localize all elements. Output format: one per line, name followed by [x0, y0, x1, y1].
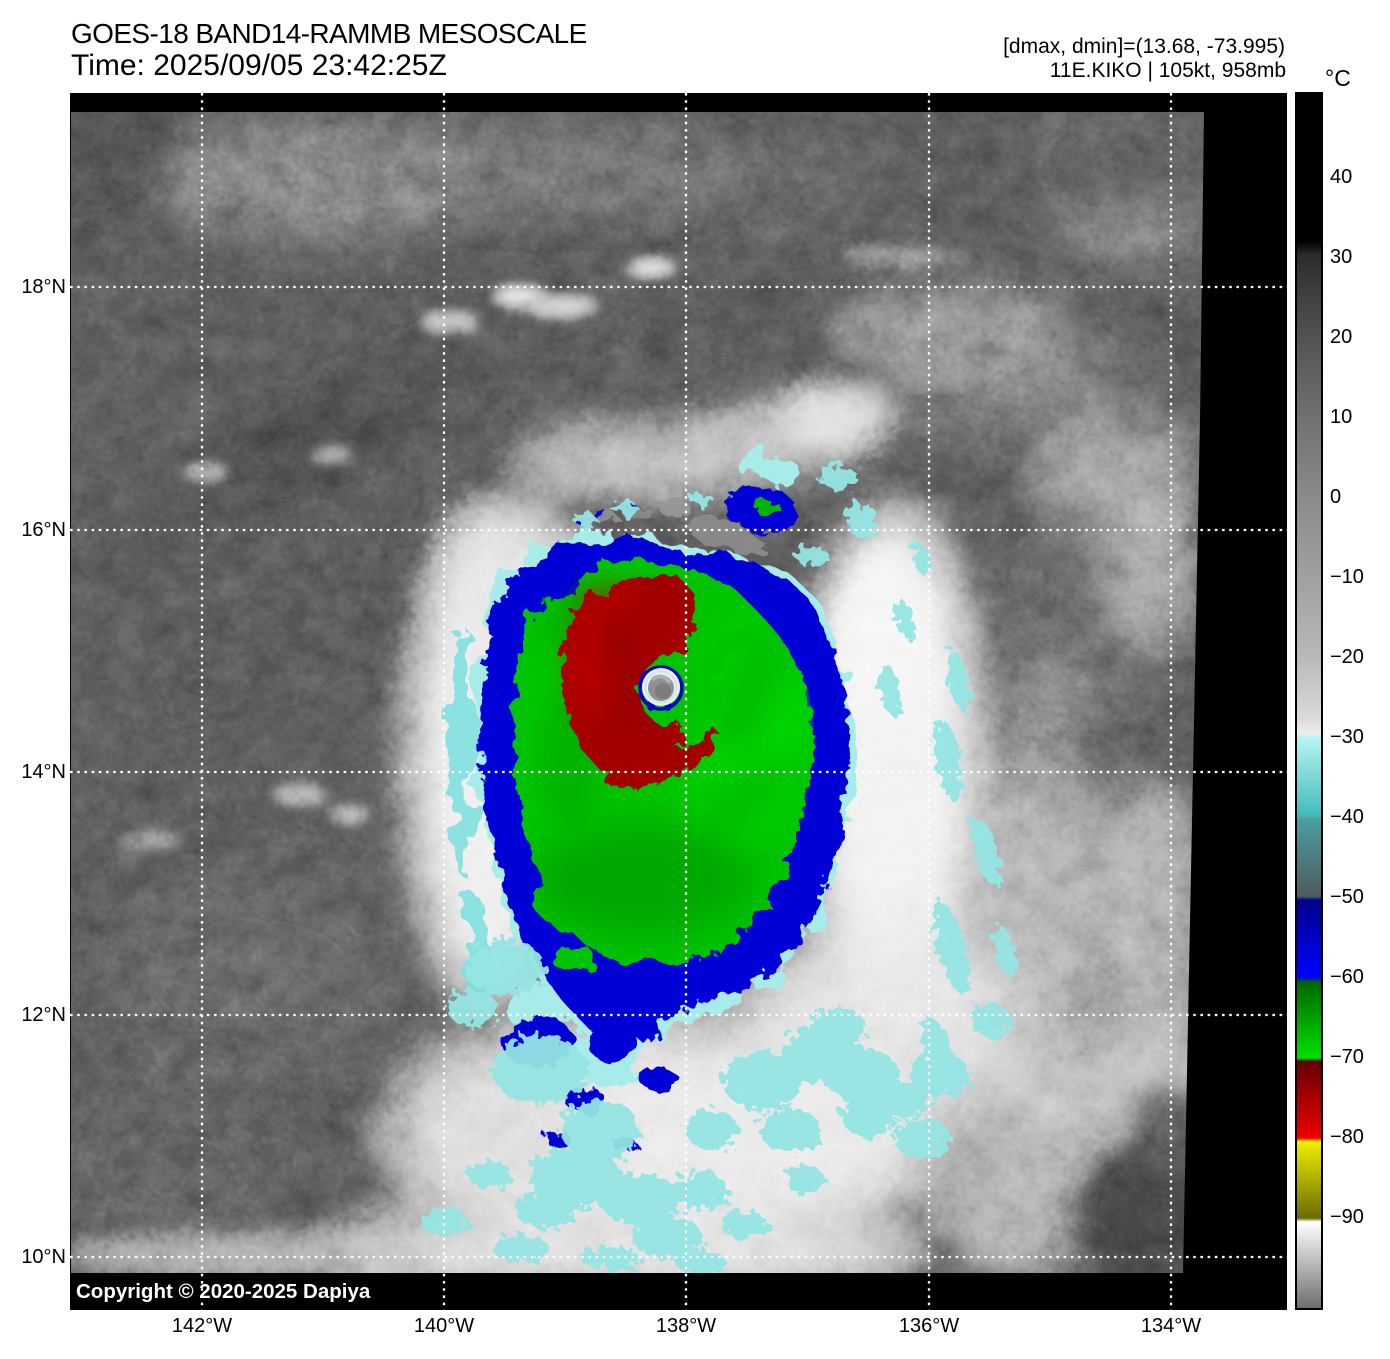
svg-text:Copyright © 2020-2025 Dapiya: Copyright © 2020-2025 Dapiya: [76, 1280, 371, 1303]
